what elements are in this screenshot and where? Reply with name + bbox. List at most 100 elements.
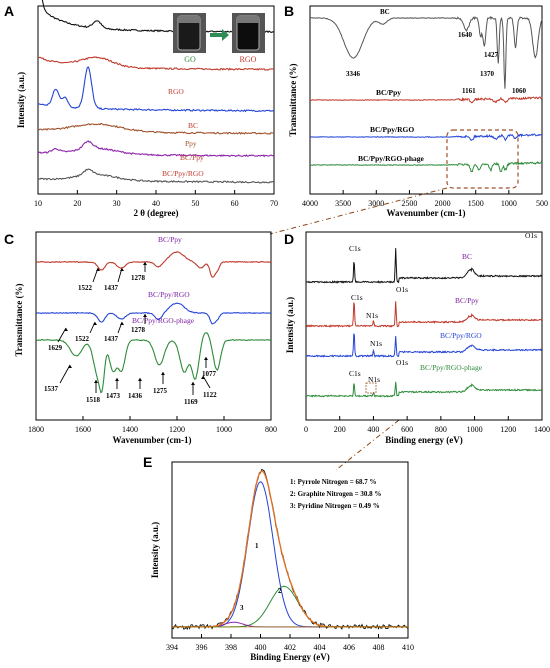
x-tick-label: 1000 bbox=[501, 199, 517, 208]
panel-d-xlabel: Binding energy (eV) bbox=[385, 435, 463, 445]
x-tick-label: 1200 bbox=[169, 425, 185, 434]
panel-letter-e: E bbox=[143, 454, 152, 470]
panel-e-n1s: 394 396 398 400 402 404 406 408 410 Binding Ener… bbox=[150, 461, 414, 662]
ftir-zoom-curve-bc-ppy bbox=[35, 251, 272, 278]
connector-d-to-e bbox=[335, 419, 400, 471]
x-tick-label: 400 bbox=[255, 643, 267, 652]
panel-d-xps: 0 200 400 600 800 1000 1200 1400 Binding energy… bbox=[285, 231, 550, 445]
panel-letter-a: A bbox=[4, 3, 14, 19]
annotation-arrowhead bbox=[120, 322, 124, 325]
annot-c-1522-rgo: 1522 bbox=[75, 335, 90, 343]
annot-c-1522-ppy: 1522 bbox=[78, 284, 93, 292]
panel-a-series-labels: RGO BC Ppy BC/Ppy BC/Ppy/RGO bbox=[162, 87, 204, 178]
x-tick-label: 600 bbox=[401, 425, 413, 434]
panel-c-xticks: 1800 1600 1400 1200 1000 800 bbox=[28, 416, 277, 434]
x-tick-label: 4000 bbox=[302, 199, 318, 208]
x-tick-label: 410 bbox=[402, 643, 414, 652]
series-label-bc-b: BC bbox=[380, 8, 390, 16]
xps-curve-bc bbox=[305, 248, 543, 284]
ftir-zoom-curve-bc-ppy-rgo-phage bbox=[35, 332, 272, 394]
xrd-curve-ppy bbox=[37, 122, 275, 135]
xps-curve-bc-ppy bbox=[305, 301, 543, 328]
panel-a-inset: GO RGO bbox=[173, 13, 265, 64]
panel-c-xlabel: Wavenumber (cm-1) bbox=[112, 435, 191, 445]
panel-b-ftir: 4000 3500 3000 2500 2000 1500 1000 500 Wavenumb… bbox=[288, 5, 548, 218]
x-tick-label: 70 bbox=[270, 199, 278, 208]
arrow-right-icon bbox=[210, 29, 229, 41]
annot-c-1436: 1436 bbox=[128, 392, 143, 400]
ftir-curve-bc-ppy-rgo bbox=[309, 133, 542, 142]
d-n1s-2: N1s bbox=[366, 311, 378, 320]
panel-e-peak-2: 2 bbox=[278, 587, 282, 595]
d-c1s-2: C1s bbox=[351, 293, 363, 302]
annot-c-1278-ppy: 1278 bbox=[131, 274, 146, 282]
annot-c-1169: 1169 bbox=[184, 398, 198, 406]
xps-curve-bc-ppy-rgo-phage bbox=[305, 381, 543, 398]
panel-letter-b: B bbox=[284, 3, 294, 19]
annot-c-1518: 1518 bbox=[86, 396, 101, 404]
panel-b-curves bbox=[309, 15, 543, 173]
panel-c-curves bbox=[35, 251, 272, 394]
series-label-bc: BC bbox=[188, 121, 198, 130]
d-c1s-4: C1s bbox=[349, 369, 361, 378]
x-tick-label: 800 bbox=[435, 425, 447, 434]
panel-b-xticks: 4000 3500 3000 2500 2000 1500 1000 500 bbox=[302, 190, 548, 208]
annot-c-1437-ppy: 1437 bbox=[104, 284, 119, 292]
annotation-arrowhead bbox=[201, 376, 205, 379]
panel-e-peak-3: 3 bbox=[240, 604, 244, 612]
d-c1s-1: C1s bbox=[349, 244, 361, 253]
xrd-curve-bc bbox=[37, 66, 275, 113]
annotation-arrowhead bbox=[96, 268, 100, 271]
series-label-c-bc-ppy-rgo-phage: BC/Ppy/RGO-phage bbox=[132, 316, 195, 325]
x-tick-label: 3500 bbox=[335, 199, 351, 208]
series-label-c-bc-ppy-rgo: BC/Ppy/RGO bbox=[148, 290, 190, 299]
annot-c-1122: 1122 bbox=[203, 391, 217, 399]
annotation-arrowhead bbox=[94, 380, 98, 383]
panel-e-curves bbox=[171, 468, 409, 630]
inset-rgo-label: RGO bbox=[240, 55, 257, 64]
panel-e-frame bbox=[171, 461, 409, 639]
x-tick-label: 500 bbox=[536, 199, 548, 208]
x-tick-label: 0 bbox=[304, 425, 308, 434]
x-tick-label: 1500 bbox=[468, 199, 484, 208]
series-label-ppy: Ppy bbox=[185, 139, 197, 148]
x-tick-label: 200 bbox=[334, 425, 346, 434]
annotation-arrowhead bbox=[143, 314, 147, 317]
panel-a-xrd: 10 20 30 40 50 60 70 2 θ (degree) Intensity (a… bbox=[16, 0, 278, 218]
x-tick-label: 398 bbox=[225, 643, 237, 652]
x-tick-label: 1800 bbox=[28, 425, 44, 434]
d-o1s-1: O1s bbox=[525, 231, 537, 240]
annot-1161: 1161 bbox=[462, 87, 476, 95]
series-label-bc-ppy: BC/Ppy bbox=[180, 153, 204, 162]
x-tick-label: 1000 bbox=[467, 425, 483, 434]
xrd-curve-rgo bbox=[37, 56, 274, 71]
panel-e-legend-1: 1: Pyrrole Nitrogen = 68.7 % bbox=[290, 478, 377, 486]
annot-c-1437-rgo: 1437 bbox=[104, 335, 119, 343]
panel-letter-d: D bbox=[284, 231, 294, 247]
panel-e-xticks: 394 396 398 400 402 404 406 408 410 bbox=[166, 634, 414, 652]
x-tick-label: 10 bbox=[34, 199, 42, 208]
annotation-arrowhead bbox=[143, 262, 147, 265]
x-tick-label: 394 bbox=[166, 643, 178, 652]
d-n1s-4: N1s bbox=[368, 375, 380, 384]
ftir-curve-bc bbox=[310, 15, 543, 89]
panel-b-ylabel: Transmittance (%) bbox=[288, 63, 298, 136]
annotation-arrowhead bbox=[93, 322, 97, 325]
x-tick-label: 402 bbox=[284, 643, 296, 652]
rgo-vial-cap bbox=[237, 16, 259, 23]
series-label-d-bc-ppy-rgo: BC/Ppy/RGO bbox=[440, 331, 482, 340]
x-tick-label: 50 bbox=[191, 199, 199, 208]
connector-b-to-c bbox=[269, 187, 448, 235]
d-o1s-2: O1s bbox=[396, 285, 408, 294]
x-tick-label: 20 bbox=[73, 199, 81, 208]
panel-a-ylabel: Intensity (a.u.) bbox=[16, 72, 26, 128]
x-tick-label: 30 bbox=[113, 199, 121, 208]
annot-1640: 1640 bbox=[458, 31, 473, 39]
annot-1060: 1060 bbox=[512, 87, 527, 95]
annot-c-1537: 1537 bbox=[44, 385, 59, 393]
xps-curve-bc-ppy-rgo bbox=[305, 333, 543, 358]
annotation-arrowhead bbox=[161, 372, 165, 375]
panel-d-n1s-box bbox=[365, 382, 377, 394]
x-tick-label: 406 bbox=[343, 643, 355, 652]
